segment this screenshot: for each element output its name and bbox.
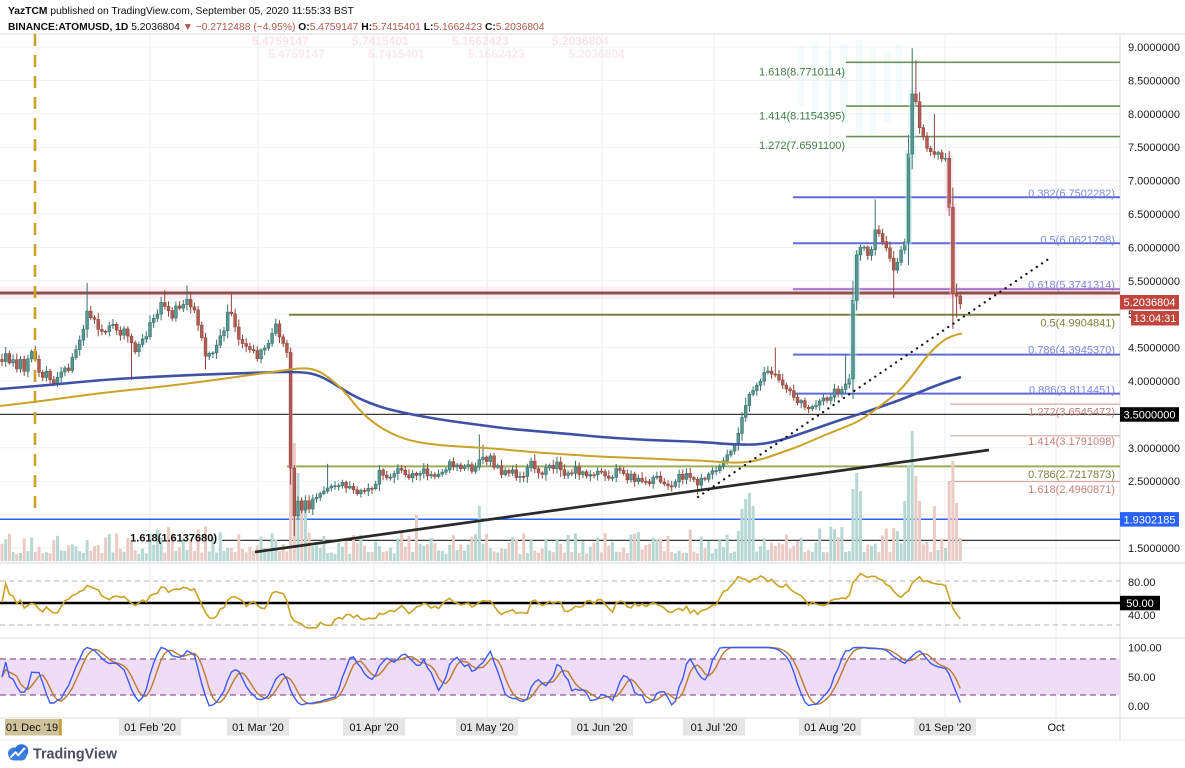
svg-text:50.00: 50.00 (1126, 598, 1154, 610)
svg-text:3.0000000: 3.0000000 (1128, 443, 1180, 455)
svg-text:2.5000000: 2.5000000 (1128, 476, 1180, 488)
svg-text:50.00: 50.00 (1128, 672, 1156, 684)
svg-text:13:04:31: 13:04:31 (1134, 313, 1177, 325)
svg-text:0.786(2.7217873): 0.786(2.7217873) (1028, 469, 1115, 481)
svg-text:4.0000000: 4.0000000 (1128, 376, 1180, 388)
svg-text:1.272(3.6545472): 1.272(3.6545472) (1028, 407, 1115, 419)
svg-text:7.5000000: 7.5000000 (1128, 142, 1180, 154)
svg-text:8.5000000: 8.5000000 (1128, 75, 1180, 87)
svg-text:01 Sep '20: 01 Sep '20 (919, 722, 971, 734)
svg-text:0.886(3.8114451): 0.886(3.8114451) (1029, 385, 1115, 397)
svg-text:9.0000000: 9.0000000 (1128, 42, 1180, 54)
svg-text:4.5000000: 4.5000000 (1128, 343, 1180, 355)
svg-text:1.618(2.4960871): 1.618(2.4960871) (1028, 484, 1115, 496)
svg-text:5.2036804: 5.2036804 (552, 34, 609, 48)
svg-text:8.0000000: 8.0000000 (1128, 109, 1180, 121)
svg-text:01 May '20: 01 May '20 (460, 722, 513, 734)
svg-text:5.5000000: 5.5000000 (1128, 276, 1180, 288)
svg-text:1.272(7.6591100): 1.272(7.6591100) (759, 140, 845, 152)
svg-text:Oct: Oct (1047, 722, 1064, 734)
svg-text:5.7415401: 5.7415401 (352, 34, 409, 48)
svg-text:5.7415401: 5.7415401 (368, 47, 425, 61)
svg-text:5.4759147: 5.4759147 (252, 34, 309, 48)
svg-text:0.786(4.3945370): 0.786(4.3945370) (1028, 345, 1115, 357)
svg-text:0.00: 0.00 (1128, 701, 1149, 713)
svg-text:1.414(3.1791098): 1.414(3.1791098) (1028, 436, 1115, 448)
svg-text:01 Dec '19: 01 Dec '19 (6, 722, 58, 734)
svg-text:01 Feb '20: 01 Feb '20 (124, 722, 176, 734)
svg-text:0.5(4.9904841): 0.5(4.9904841) (1040, 318, 1115, 330)
svg-text:5.1662423: 5.1662423 (468, 47, 525, 61)
svg-text:01 Mar '20: 01 Mar '20 (232, 722, 284, 734)
svg-text:1.618(1.6137680): 1.618(1.6137680) (130, 533, 217, 545)
svg-text:5.2036804: 5.2036804 (1124, 297, 1176, 309)
svg-text:1.618(8.7710114): 1.618(8.7710114) (759, 67, 845, 79)
svg-text:01 Jun '20: 01 Jun '20 (577, 722, 627, 734)
svg-text:6.5000000: 6.5000000 (1128, 209, 1180, 221)
svg-text:1.9302185: 1.9302185 (1124, 514, 1176, 526)
svg-text:01 Apr '20: 01 Apr '20 (349, 722, 398, 734)
svg-text:7.0000000: 7.0000000 (1128, 176, 1180, 188)
svg-text:1.414(8.1154395): 1.414(8.1154395) (759, 111, 845, 123)
svg-text:80.00: 80.00 (1128, 577, 1156, 589)
svg-text:100.00: 100.00 (1128, 643, 1162, 655)
svg-text:01 Jul '20: 01 Jul '20 (691, 722, 738, 734)
svg-text:01 Aug '20: 01 Aug '20 (804, 722, 856, 734)
svg-text:0.618(5.3741314): 0.618(5.3741314) (1028, 280, 1115, 292)
svg-text:5.1662423: 5.1662423 (452, 34, 509, 48)
svg-text:BINANCE:ATOMUSD, 1D 5.2036804: BINANCE:ATOMUSD, 1D 5.2036804 ▼ −0.27124… (8, 22, 545, 33)
svg-text:TradingView: TradingView (33, 747, 118, 763)
svg-text:5.4759147: 5.4759147 (268, 47, 325, 61)
svg-text:5.2036804: 5.2036804 (568, 47, 625, 61)
svg-text:40.00: 40.00 (1128, 610, 1156, 622)
svg-text:0.382(6.7502282): 0.382(6.7502282) (1028, 188, 1115, 200)
svg-text:3.5000000: 3.5000000 (1124, 409, 1176, 421)
svg-text:0.5(6.0621798): 0.5(6.0621798) (1040, 235, 1115, 247)
svg-text:6.0000000: 6.0000000 (1128, 242, 1180, 254)
svg-text:1.5000000: 1.5000000 (1128, 543, 1180, 555)
svg-text:YazTCM published on TradingVie: YazTCM published on TradingView.com, Sep… (8, 6, 355, 17)
